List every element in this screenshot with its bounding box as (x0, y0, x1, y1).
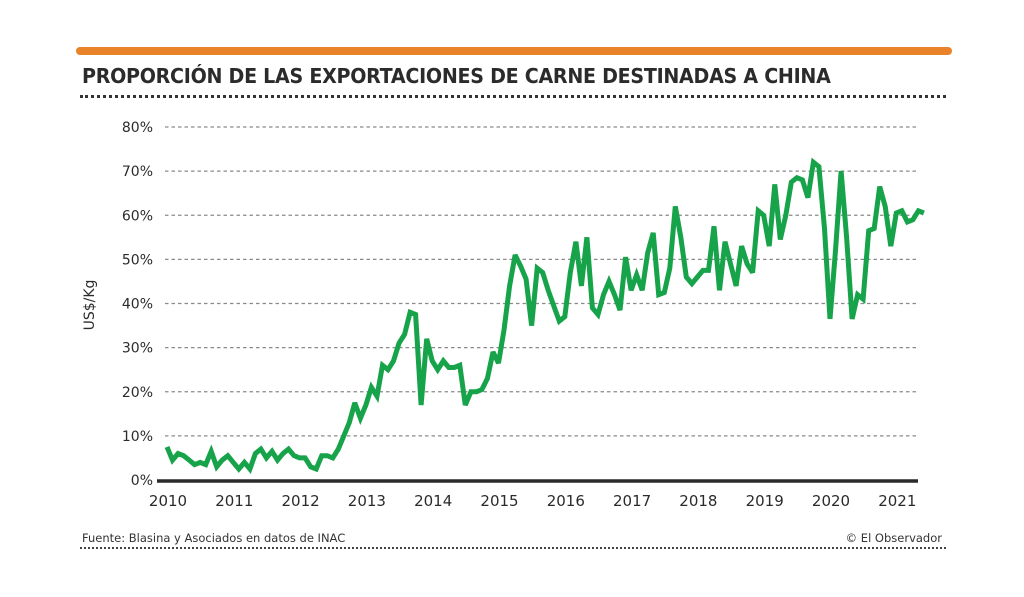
y-tick-label: 10% (122, 429, 153, 445)
series-layer (164, 157, 925, 474)
title-divider (80, 95, 946, 98)
y-tick-label: 0% (131, 473, 153, 489)
x-tick-label: 2017 (613, 492, 651, 510)
y-tick-labels: 0% 10% 20% 30% 40% 50% 60% 70% 80% (122, 120, 153, 489)
x-tick-label: 2011 (215, 492, 253, 510)
x-tick-label: 2013 (348, 492, 386, 510)
chart-title: PROPORCIÓN DE LAS EXPORTACIONES DE CARNE… (82, 64, 831, 88)
series-line (164, 157, 925, 474)
gridlines (165, 126, 918, 437)
y-tick-label: 30% (122, 341, 153, 357)
accent-bar (76, 47, 952, 55)
footer-divider (80, 547, 946, 549)
y-tick-label: 70% (122, 164, 153, 180)
y-tick-label: 50% (122, 252, 153, 268)
source-note: Fuente: Blasina y Asociados en datos de … (82, 531, 346, 545)
x-tick-label: 2015 (480, 492, 518, 510)
x-tick-label: 2014 (414, 492, 452, 510)
y-tick-label: 20% (122, 385, 153, 401)
x-tick-label: 2012 (282, 492, 320, 510)
y-axis-label: US$/Kg (82, 280, 98, 331)
x-tick-label: 2010 (149, 492, 187, 510)
x-tick-label: 2018 (679, 492, 717, 510)
y-tick-label: 40% (122, 297, 153, 313)
y-tick-label: 80% (122, 120, 153, 136)
x-tick-label: 2020 (812, 492, 850, 510)
x-tick-label: 2016 (547, 492, 585, 510)
copyright: © El Observador (845, 531, 942, 545)
x-tick-label: 2021 (878, 492, 916, 510)
y-tick-label: 60% (122, 208, 153, 224)
x-tick-label: 2019 (746, 492, 784, 510)
x-tick-labels: 2010 2011 2012 2013 2014 2015 2016 2017 2018 2019… (149, 492, 916, 510)
